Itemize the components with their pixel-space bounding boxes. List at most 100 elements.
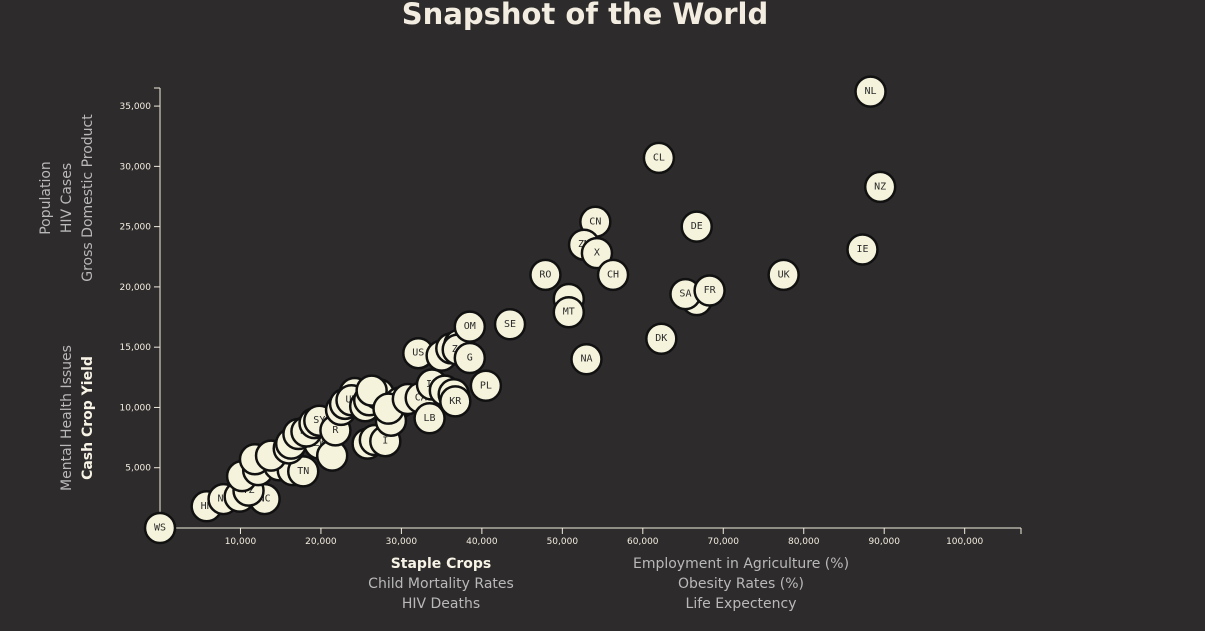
data-point[interactable]: NL bbox=[854, 75, 887, 108]
x-tick-label: 50,000 bbox=[547, 537, 579, 547]
point-marker[interactable] bbox=[854, 75, 887, 108]
point-marker[interactable] bbox=[596, 258, 630, 292]
point-marker[interactable] bbox=[286, 455, 320, 488]
point-marker[interactable] bbox=[413, 402, 446, 435]
data-point[interactable]: X bbox=[580, 236, 614, 270]
point-label: NL bbox=[865, 86, 877, 97]
point-label: MT bbox=[563, 307, 575, 318]
point-marker[interactable] bbox=[453, 310, 487, 343]
data-point[interactable]: CH bbox=[596, 258, 630, 292]
y-tick-label: 30,000 bbox=[120, 162, 152, 172]
point-marker[interactable] bbox=[863, 170, 897, 204]
point-marker[interactable] bbox=[493, 308, 527, 341]
point-marker[interactable] bbox=[645, 322, 678, 355]
x-tick-label: 10,000 bbox=[225, 537, 257, 547]
y-label-gdp[interactable]: Gross Domestic Product bbox=[80, 114, 96, 282]
point-label: DE bbox=[691, 221, 703, 232]
data-point[interactable]: RO bbox=[529, 258, 562, 292]
point-marker[interactable] bbox=[552, 295, 586, 329]
point-marker[interactable] bbox=[570, 342, 603, 376]
point-marker[interactable] bbox=[642, 141, 676, 175]
data-point[interactable]: MT bbox=[552, 295, 586, 329]
data-point[interactable]: CL bbox=[642, 141, 676, 175]
data-point[interactable]: DE bbox=[680, 210, 713, 243]
data-point[interactable]: SE bbox=[493, 308, 527, 341]
point-label: FR bbox=[704, 285, 717, 296]
point-label: IE bbox=[856, 244, 868, 255]
x-axis-labels: Staple Crops Child Mortality Rates HIV D… bbox=[368, 556, 849, 612]
data-point[interactable]: UK bbox=[767, 258, 800, 292]
point-label: WS bbox=[154, 523, 166, 534]
x-tick-label: 70,000 bbox=[708, 537, 740, 547]
data-point[interactable]: PL bbox=[469, 369, 503, 403]
x-label-life-expectency[interactable]: Life Expectency bbox=[686, 596, 797, 612]
point-label: SY bbox=[313, 415, 325, 426]
point-label: US bbox=[412, 348, 424, 359]
point-label: DK bbox=[655, 333, 667, 344]
x-ticks: 10,000 20,000 30,000 40,000 50,000 60,000 70,0… bbox=[225, 528, 984, 547]
point-label: LB bbox=[424, 413, 436, 424]
x-tick-label: 60,000 bbox=[627, 537, 659, 547]
data-point[interactable]: NZ bbox=[863, 170, 897, 204]
data-point[interactable]: SA bbox=[669, 277, 702, 311]
point-label: KR bbox=[449, 396, 462, 407]
x-label-child-mortality[interactable]: Child Mortality Rates bbox=[368, 576, 514, 592]
point-marker[interactable] bbox=[529, 258, 562, 292]
y-tick-label: 25,000 bbox=[120, 223, 152, 233]
point-marker[interactable] bbox=[680, 210, 713, 243]
x-label-obesity-rates[interactable]: Obesity Rates (%) bbox=[678, 576, 804, 592]
data-point[interactable]: TN bbox=[286, 455, 320, 488]
x-label-staple-crops[interactable]: Staple Crops bbox=[391, 556, 492, 572]
y-label-hiv-cases[interactable]: HIV Cases bbox=[59, 163, 75, 233]
point-label: G bbox=[467, 353, 473, 364]
y-label-population[interactable]: Population bbox=[38, 161, 54, 235]
point-label: X bbox=[594, 248, 600, 259]
point-marker[interactable] bbox=[580, 236, 614, 270]
point-label: CN bbox=[589, 216, 601, 227]
data-point[interactable]: DK bbox=[645, 322, 678, 355]
point-label: CH bbox=[607, 269, 619, 280]
y-label-mental-health[interactable]: Mental Health Issues bbox=[59, 345, 75, 491]
data-point[interactable]: KR bbox=[439, 385, 472, 418]
point-label: HN bbox=[201, 501, 213, 512]
point-label: TN bbox=[297, 466, 309, 477]
point-marker[interactable] bbox=[439, 385, 472, 418]
point-label: CL bbox=[653, 152, 665, 163]
data-point[interactable]: IE bbox=[846, 233, 879, 266]
y-axis-labels: Population HIV Cases Gross Domestic Prod… bbox=[38, 114, 96, 491]
point-marker[interactable] bbox=[693, 274, 726, 307]
point-marker[interactable] bbox=[767, 258, 800, 292]
data-point[interactable]: FR bbox=[693, 274, 726, 307]
data-point[interactable]: LB bbox=[413, 402, 446, 435]
x-label-hiv-deaths[interactable]: HIV Deaths bbox=[402, 596, 480, 612]
point-label: NI bbox=[218, 494, 230, 505]
x-tick-label: 90,000 bbox=[868, 537, 900, 547]
data-point[interactable]: NA bbox=[570, 342, 603, 376]
point-marker[interactable] bbox=[469, 369, 503, 403]
point-label: PL bbox=[480, 380, 492, 391]
data-point[interactable]: OM bbox=[453, 310, 487, 343]
x-axis: 10,000 20,000 30,000 40,000 50,000 60,000 70,0… bbox=[160, 527, 1022, 547]
point-label: OM bbox=[464, 321, 476, 332]
point-label: CA bbox=[415, 392, 427, 403]
point-label: NC bbox=[259, 494, 271, 505]
point-label: SE bbox=[504, 319, 516, 330]
point-marker[interactable] bbox=[143, 511, 177, 545]
point-marker[interactable] bbox=[846, 233, 879, 266]
chart-title: Snapshot of the World bbox=[402, 0, 768, 31]
point-label: SA bbox=[679, 289, 691, 300]
x-tick-label: 30,000 bbox=[386, 537, 418, 547]
x-tick-label: 80,000 bbox=[788, 537, 820, 547]
data-point[interactable]: G bbox=[453, 341, 487, 375]
point-label: NA bbox=[580, 354, 592, 365]
point-label: NZ bbox=[874, 181, 886, 192]
y-label-cash-crop-yield[interactable]: Cash Crop Yield bbox=[80, 356, 96, 480]
point-label: ZW bbox=[313, 438, 326, 449]
point-marker[interactable] bbox=[453, 341, 487, 375]
data-points: WSHNNINCTZMWKHTNYEZWMASYRMUYWVEMAIPKCALB… bbox=[143, 75, 897, 545]
x-label-employment-agriculture[interactable]: Employment in Agriculture (%) bbox=[633, 556, 849, 572]
point-label: RO bbox=[539, 269, 551, 280]
data-point[interactable]: WS bbox=[143, 511, 177, 545]
y-tick-label: 10,000 bbox=[120, 403, 152, 413]
